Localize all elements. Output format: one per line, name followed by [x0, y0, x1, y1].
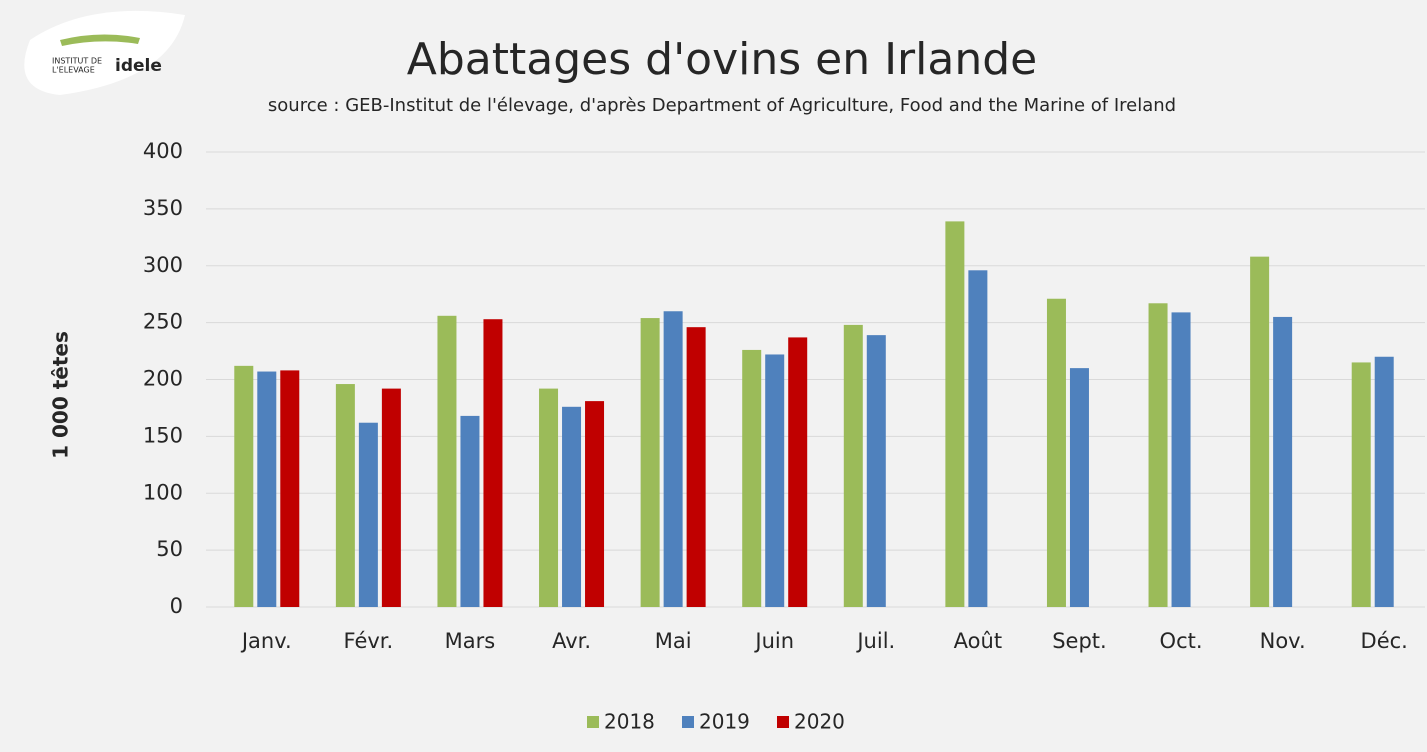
bar	[460, 415, 480, 607]
y-axis-label: 1 000 têtes	[49, 331, 73, 459]
bar	[788, 337, 808, 607]
x-tick-label: Sept.	[1052, 629, 1107, 653]
x-tick-label: Nov.	[1260, 629, 1306, 653]
bar	[945, 221, 965, 607]
bar	[686, 327, 706, 607]
y-tick-label: 400	[143, 139, 183, 163]
y-tick-label: 250	[143, 310, 183, 334]
bar	[381, 388, 401, 607]
logo-text: L'ELEVAGE	[52, 66, 95, 75]
legend-label: 2019	[699, 710, 750, 734]
y-tick-label: 50	[156, 537, 183, 561]
bar	[640, 318, 660, 607]
legend-swatch	[777, 716, 789, 728]
bar	[483, 319, 503, 607]
bar	[843, 324, 863, 607]
bar	[257, 371, 277, 607]
x-tick-label: Janv.	[240, 629, 292, 653]
bar	[585, 401, 605, 607]
bar	[742, 349, 762, 607]
y-tick-label: 350	[143, 196, 183, 220]
bar	[1351, 362, 1371, 607]
y-tick-label: 150	[143, 423, 183, 447]
bar	[1250, 256, 1270, 607]
bar	[234, 365, 254, 607]
bar	[358, 422, 378, 607]
legend-label: 2020	[794, 710, 845, 734]
bar	[1171, 312, 1191, 607]
bar	[1046, 298, 1066, 607]
bar	[866, 335, 886, 607]
bar	[1273, 316, 1293, 607]
x-tick-label: Avr.	[552, 629, 591, 653]
logo-shape	[24, 10, 186, 96]
legend-swatch	[682, 716, 694, 728]
bar	[1374, 356, 1394, 607]
bar	[335, 384, 355, 607]
bar	[968, 270, 988, 607]
x-tick-label: Févr.	[344, 629, 394, 653]
logo-text: INSTITUT DE	[52, 57, 102, 66]
x-tick-label: Déc.	[1361, 629, 1408, 653]
y-tick-label: 300	[143, 253, 183, 277]
y-tick-label: 100	[143, 480, 183, 504]
x-tick-label: Juin	[753, 629, 794, 653]
bar	[663, 311, 683, 607]
bar	[280, 370, 300, 607]
bar	[765, 354, 785, 607]
logo-stripe	[60, 34, 140, 46]
bar	[1069, 368, 1089, 607]
bar	[1148, 303, 1168, 607]
logo-brand: idele	[115, 56, 162, 76]
x-tick-label: Oct.	[1160, 629, 1203, 653]
x-tick-label: Juil.	[855, 629, 895, 653]
legend-swatch	[587, 716, 599, 728]
y-tick-label: 0	[170, 594, 183, 618]
x-tick-label: Mars	[445, 629, 496, 653]
y-tick-label: 200	[143, 367, 183, 391]
x-tick-label: Mai	[655, 629, 692, 653]
bar	[562, 406, 582, 607]
legend-label: 2018	[604, 710, 655, 734]
bar	[437, 315, 457, 607]
bar	[539, 388, 559, 607]
chart-subtitle: source : GEB-Institut de l'élevage, d'ap…	[268, 95, 1176, 116]
x-tick-label: Août	[954, 629, 1002, 653]
chart-title: Abattages d'ovins en Irlande	[407, 34, 1037, 85]
